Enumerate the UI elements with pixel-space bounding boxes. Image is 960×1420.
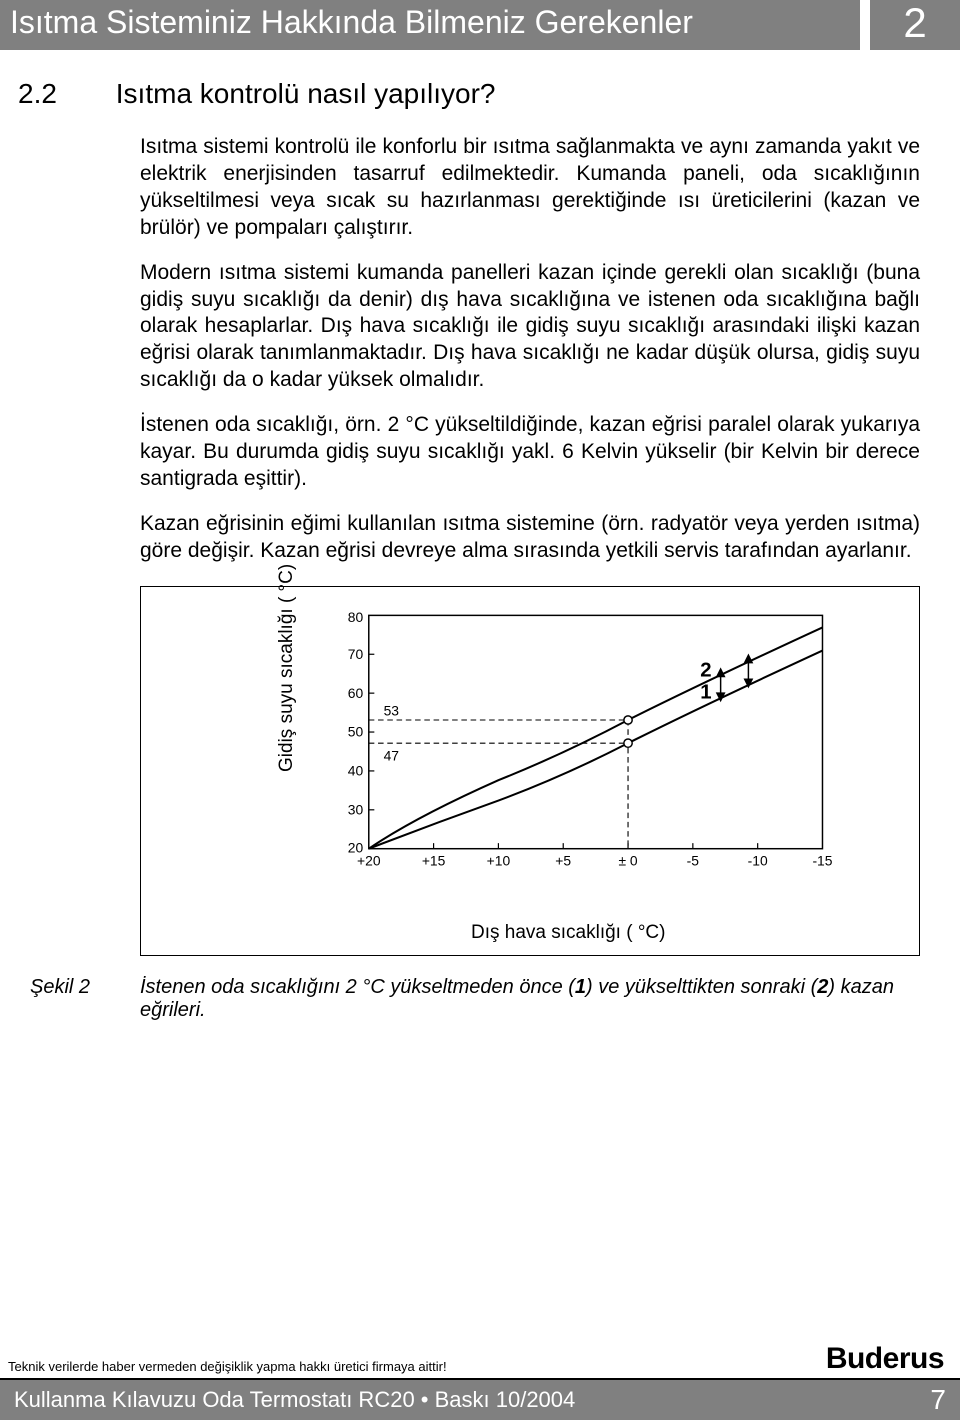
section-number: 2.2 bbox=[18, 78, 108, 110]
svg-text:80: 80 bbox=[348, 609, 364, 625]
figure-label: Şekil 2 bbox=[30, 976, 140, 1022]
svg-text:+5: +5 bbox=[555, 853, 571, 869]
body-paragraph: Isıtma sistemi kontrolü ile konforlu bir… bbox=[140, 134, 920, 242]
svg-text:-5: -5 bbox=[687, 853, 700, 869]
svg-text:± 0: ± 0 bbox=[618, 853, 637, 869]
heating-curve-chart: Gidiş suyu sıcaklığı ( °C) 20 30 40 50 6… bbox=[140, 586, 920, 956]
body-paragraph: İstenen oda sıcaklığı, örn. 2 °C yükselt… bbox=[140, 412, 920, 493]
svg-text:+10: +10 bbox=[487, 853, 511, 869]
chapter-number: 2 bbox=[870, 0, 960, 50]
footer-doc-title: Kullanma Kılavuzu Oda Termostatı RC20 • … bbox=[14, 1387, 575, 1413]
svg-text:-10: -10 bbox=[748, 853, 768, 869]
svg-text:+20: +20 bbox=[357, 853, 381, 869]
brand-logo: Buderus bbox=[826, 1342, 944, 1376]
body-paragraph: Kazan eğrisinin eğimi kullanılan ısıtma … bbox=[140, 511, 920, 565]
chart-y-axis-label: Gidiş suyu sıcaklığı ( °C) bbox=[276, 564, 298, 772]
svg-text:47: 47 bbox=[384, 748, 400, 764]
svg-text:2: 2 bbox=[700, 660, 711, 682]
svg-text:60: 60 bbox=[348, 685, 364, 701]
footer-note: Teknik verilerde haber vermeden değişikl… bbox=[0, 1359, 960, 1378]
svg-text:70: 70 bbox=[348, 646, 364, 662]
svg-text:40: 40 bbox=[348, 763, 364, 779]
figure-caption: İstenen oda sıcaklığını 2 °C yükseltmede… bbox=[140, 976, 920, 1022]
body-paragraph: Modern ısıtma sistemi kumanda panelleri … bbox=[140, 260, 920, 394]
header-title: Isıtma Sisteminiz Hakkında Bilmeniz Gere… bbox=[0, 0, 860, 50]
svg-text:+15: +15 bbox=[422, 853, 446, 869]
page-number: 7 bbox=[930, 1384, 946, 1416]
chart-x-axis-label: Dış hava sıcaklığı ( °C) bbox=[471, 922, 665, 944]
svg-text:50: 50 bbox=[348, 724, 364, 740]
chart-svg: 20 30 40 50 60 70 80 +20 +15 +10 +5 ± 0 … bbox=[341, 595, 841, 895]
svg-text:1: 1 bbox=[700, 682, 711, 704]
svg-text:53: 53 bbox=[384, 703, 400, 719]
section-heading: Isıtma kontrolü nasıl yapılıyor? bbox=[116, 78, 496, 109]
svg-text:30: 30 bbox=[348, 802, 364, 818]
svg-text:-15: -15 bbox=[812, 853, 832, 869]
